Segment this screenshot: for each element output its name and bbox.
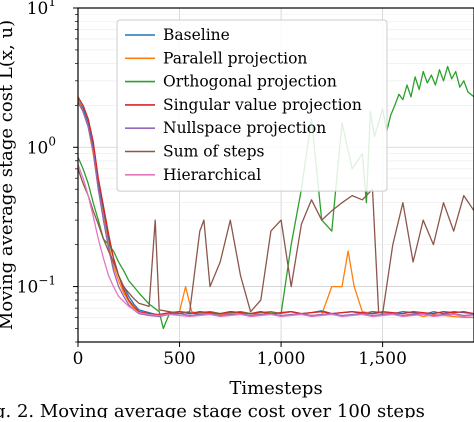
series-line-nullspace-projection	[78, 102, 474, 318]
legend-label-hierarchical: Hierarchical	[163, 166, 261, 184]
y-tick-label: 100	[27, 134, 56, 158]
plot-border	[77, 7, 474, 343]
legend-label-orthogonal-projection: Orthogonal projection	[163, 73, 337, 91]
x-tick-label: 0	[73, 349, 84, 369]
plot-frame	[73, 7, 474, 347]
y-tick-labels: 10−1 100 101	[17, 0, 56, 298]
legend-box	[116, 19, 388, 192]
y-tick-label: 101	[27, 0, 56, 19]
figure-caption: g. 2. Moving average stage cost over 100…	[0, 401, 425, 418]
y-axis-label: Moving average stage cost L(x, u)	[0, 20, 17, 330]
x-tick-label: 1,500	[358, 349, 407, 369]
legend-label-nullspace-projection: Nullspace projection	[163, 119, 326, 137]
x-tick-label: 1,000	[257, 349, 306, 369]
series-line-sum-of-steps	[78, 168, 474, 315]
legend: Baseline Paralell projection Orthogonal pr…	[116, 19, 388, 192]
legend-label-baseline: Baseline	[163, 26, 230, 44]
legend-label-singular-value-projection: Singular value projection	[163, 96, 362, 114]
series-lines	[78, 65, 474, 330]
legend-label-sum-of-steps: Sum of steps	[163, 143, 264, 161]
x-tick-label: 500	[163, 349, 195, 369]
series-line-singular-value-projection	[78, 96, 474, 316]
x-tick-labels: 0 500 1,000 1,500	[73, 349, 407, 369]
x-axis-label: Timesteps	[229, 378, 322, 399]
y-tick-label: 10−1	[17, 274, 56, 298]
legend-label-paralell-projection: Paralell projection	[163, 49, 307, 67]
series-line-hierarchical	[78, 164, 474, 318]
